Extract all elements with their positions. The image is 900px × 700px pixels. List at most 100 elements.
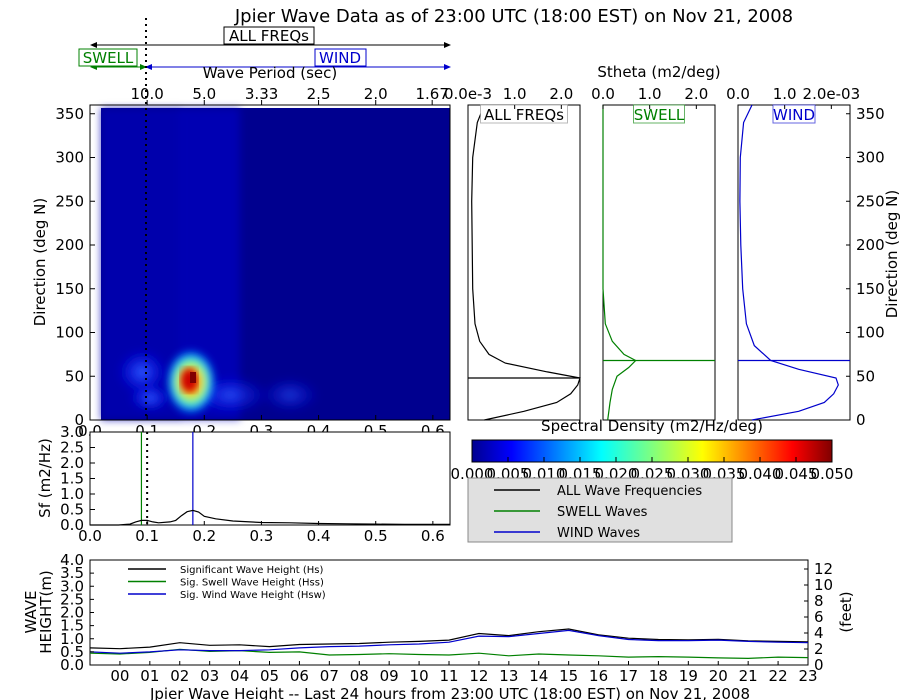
height-x-tick-label: 04: [230, 667, 249, 685]
page-title: Jpier Wave Data as of 23:00 UTC (18:00 E…: [234, 6, 793, 27]
spectrum-x-tick-label: 0.1: [135, 527, 159, 545]
colorbar-tick-label: 0.050: [811, 465, 854, 483]
height-y-label-line2: HEIGHT(m): [37, 570, 55, 654]
height-x-tick-label: 15: [559, 667, 578, 685]
height-series-line: [89, 628, 809, 650]
height-x-tick-label: 06: [290, 667, 309, 685]
height-x-tick-label: 22: [769, 667, 788, 685]
stheta-all-label-box: [480, 104, 568, 124]
band-indicators: ALL FREQs SWELL WIND Wave Period (sec): [78, 26, 451, 82]
height-frame: [89, 559, 809, 666]
period-tick-label: 10.0: [130, 85, 163, 103]
height-legend-label: Sig. Wind Wave Height (Hsw): [180, 590, 326, 601]
heatmap-y-label: Direction (deg N): [31, 198, 49, 327]
main-legend-items: ALL Wave Frequencies SWELL Waves WIND Wave…: [494, 484, 702, 541]
heatmap-hotspot: [165, 348, 217, 416]
heatmap-y-tick-label: 300: [55, 149, 84, 167]
stheta-swell-label-box: [633, 104, 685, 124]
stheta-right-y-tick-label: 150: [856, 280, 885, 298]
colorbar: Spectral Density (m2/Hz/deg): [471, 417, 833, 463]
band-wind-label: WIND: [319, 49, 361, 67]
stheta-wind-curve: [739, 104, 839, 421]
height-x-tick-label: 07: [320, 667, 339, 685]
height-right-tick-label: 8: [814, 592, 824, 610]
height-series-line: [89, 648, 809, 660]
height-right-tick-label: 6: [814, 608, 824, 626]
height-x-tick-label: 13: [499, 667, 518, 685]
height-x-tick-label: 09: [380, 667, 399, 685]
period-tick-label: 2.5: [307, 85, 331, 103]
stheta-all-x-tick-label: 1.0: [503, 85, 527, 103]
spectrum-y-tick-label: 2.5: [60, 439, 84, 457]
colorbar-label: Spectral Density (m2/Hz/deg): [541, 417, 763, 435]
height-y-tick-label: 1.0: [60, 630, 84, 648]
heatmap-y-tick-label: 50: [65, 367, 84, 385]
stheta-swell-panel-label: SWELL: [634, 106, 685, 124]
height-y-tick-label: 0.0: [60, 656, 84, 674]
heatmap-y-tick-label: 200: [55, 236, 84, 254]
height-x-tick-label: 21: [739, 667, 758, 685]
spectrum-x-tick-label: 0.5: [364, 527, 388, 545]
height-x-label: Jpier Wave Height -- Last 24 hours from …: [149, 685, 750, 700]
stheta-swell-panel: SWELL 0.0 1.0 2.0: [591, 85, 716, 421]
stheta-all-frame: [467, 104, 581, 421]
main-legend: [467, 477, 733, 543]
heatmap-y-tick-label: 250: [55, 192, 84, 210]
period-tick-label: 5.0: [192, 85, 216, 103]
height-y-tick-label: 2.0: [60, 604, 84, 622]
period-axis-label: Wave Period (sec): [203, 64, 337, 82]
stheta-right-y-tick-label: 300: [856, 149, 885, 167]
height-right-tick-label: 4: [814, 624, 824, 642]
height-y-tick-label: 0.5: [60, 643, 84, 661]
stheta-swell-x-tick-label: 1.0: [638, 85, 662, 103]
height-y-tick-label: 3.0: [60, 577, 84, 595]
colorbar-tick-label: 0.045: [775, 465, 818, 483]
spectrum-y-tick-label: 1.5: [60, 470, 84, 488]
height-right-tick-label: 10: [814, 576, 833, 594]
stheta-all-panel-label: ALL FREQs: [484, 106, 564, 124]
heatmap-y-tick-label: 350: [55, 105, 84, 123]
stheta-right-y-tick-label: 250: [856, 192, 885, 210]
stheta-all-x-tick-label: 2.0: [549, 85, 573, 103]
stheta-wind-x-tick-label: 0.0: [726, 85, 750, 103]
height-right-tick-label: 2: [814, 640, 824, 658]
stheta-panels: ALL FREQs 0.0e-3 1.0 2.0 SWELL 0.0 1.0 2.0 WIND 0…: [444, 85, 900, 429]
stheta-swell-x-tick-label: 0.0: [591, 85, 615, 103]
main-legend-label: SWELL Waves: [557, 505, 648, 520]
height-x-tick-label: 05: [260, 667, 279, 685]
height-x-tick-label: 16: [589, 667, 608, 685]
spectrum-y-tick-label: 2.0: [60, 454, 84, 472]
stheta-wind-label-box: [772, 104, 816, 124]
stheta-right-y-tick-label: 200: [856, 236, 885, 254]
height-x-tick-label: 18: [649, 667, 668, 685]
frequency-spectrum-panel: 0.00.51.01.52.02.53.00.0 0.1 0.2 0.3 0.4 0.5 0…: [36, 423, 451, 545]
main-legend-label: ALL Wave Frequencies: [557, 484, 702, 499]
spectrum-x-tick-label: 0.4: [307, 527, 331, 545]
stheta-wind-frame: [737, 104, 851, 421]
spectrum-y-tick-label: 0.5: [60, 501, 84, 519]
spectrum-y-label: Sf (m2/Hz): [36, 438, 54, 518]
stheta-wind-x-tick-label: 1.0: [773, 85, 797, 103]
period-tick-labels: 10.0 5.0 3.33 2.5 2.0 1.67: [130, 85, 449, 105]
height-y-tick-label: 4.0: [60, 551, 84, 569]
period-tick-label: 2.0: [364, 85, 388, 103]
heatmap-y-tick-label: 100: [55, 324, 84, 342]
stheta-wind-panel: WIND 0.0 1.0 2.0e-03 0 50 100 150 200 250 300 350 Di…: [726, 85, 900, 429]
spectrum-frame: [89, 431, 451, 526]
main-legend-label: WIND Waves: [557, 526, 640, 541]
height-legend-label: Sig. Swell Wave Height (Hss): [180, 578, 324, 589]
spectrum-x-tick-label: 0.3: [249, 527, 273, 545]
height-x-tick-label: 08: [350, 667, 369, 685]
height-series-line: [89, 629, 809, 654]
stheta-swell-frame: [602, 104, 716, 421]
height-y-tick-label: 2.5: [60, 590, 84, 608]
spectrum-x-tick-label: 0.6: [421, 527, 445, 545]
height-x-tick-label: 19: [679, 667, 698, 685]
height-y-tick-label: 1.5: [60, 617, 84, 635]
height-x-tick-label: 12: [469, 667, 488, 685]
height-x-tick-label: 14: [529, 667, 548, 685]
stheta-right-y-tick-label: 350: [856, 105, 885, 123]
height-y-label-line1: WAVE: [22, 590, 40, 633]
stheta-wind-x-tick-label: 2.0e-03: [803, 85, 861, 103]
